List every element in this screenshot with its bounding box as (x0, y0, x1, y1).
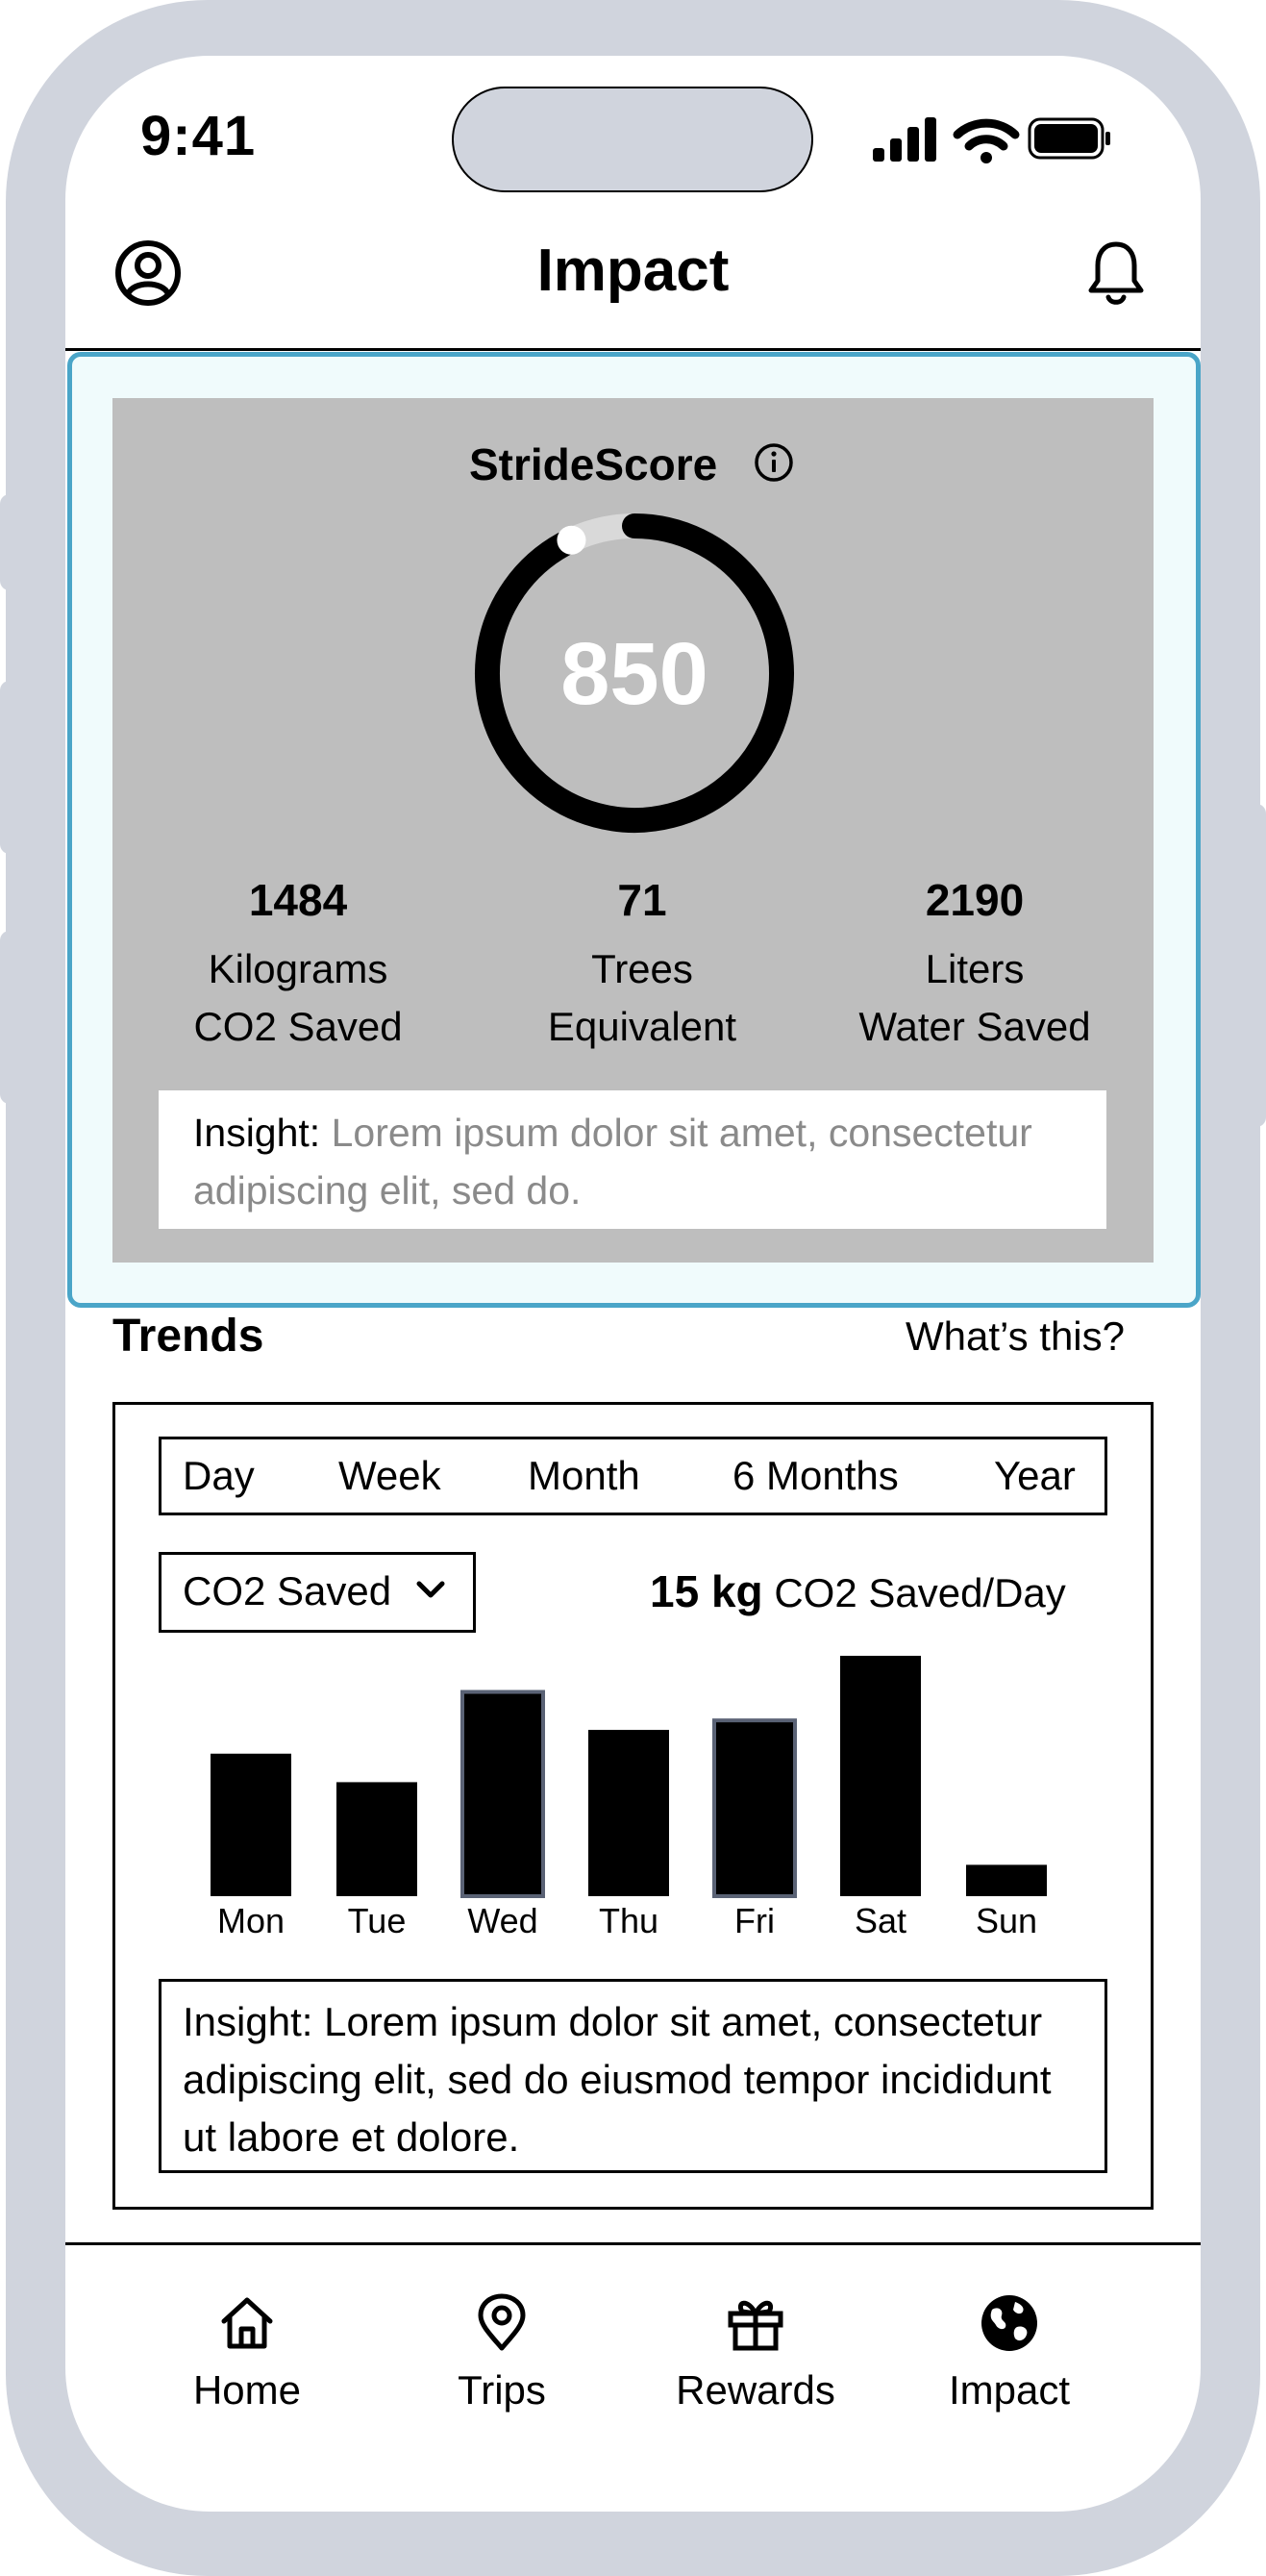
nav-trips[interactable]: Trips (386, 2292, 617, 2413)
nav-rewards-label: Rewards (676, 2367, 835, 2413)
trends-title: Trends (112, 1311, 264, 1362)
trends-panel (112, 1402, 1154, 2210)
bar-sat[interactable] (840, 1656, 921, 1896)
daily-rate: 15 kg CO2 Saved/Day (650, 1565, 1066, 1617)
nav-trips-label: Trips (458, 2367, 546, 2413)
dynamic-island (452, 87, 813, 192)
nav-divider (65, 2242, 1201, 2245)
wifi-icon (953, 118, 1020, 163)
side-button (0, 931, 25, 1104)
battery-icon (1028, 117, 1110, 160)
stat-water-label-2: Water Saved (858, 1004, 1091, 1049)
bar-label-tue: Tue (348, 1901, 407, 1940)
stat-trees: 71 Trees Equivalent (469, 871, 815, 1056)
score-insight-text: Lorem ipsum dolor sit amet, consectetur … (193, 1111, 1032, 1213)
stat-co2: 1484 Kilograms CO2 Saved (125, 871, 471, 1056)
page-title: Impact (536, 238, 730, 304)
bar-sun[interactable] (966, 1864, 1047, 1896)
globe-icon (981, 2295, 1037, 2351)
score-insight-label: Insight: (193, 1111, 321, 1155)
score-ring-knob (557, 525, 586, 555)
bar-fri[interactable] (712, 1718, 797, 1898)
period-month[interactable]: Month (528, 1453, 640, 1498)
period-year[interactable]: Year (994, 1453, 1076, 1498)
bar-mon[interactable] (211, 1753, 291, 1896)
bell-icon[interactable] (1086, 238, 1146, 308)
header-divider (65, 348, 1201, 351)
daily-rate-label: CO2 Saved/Day (774, 1570, 1066, 1615)
stat-water-label-1: Liters (925, 946, 1025, 991)
period-week[interactable]: Week (338, 1453, 441, 1498)
bar-label-thu: Thu (599, 1901, 658, 1940)
stat-trees-value: 71 (617, 875, 667, 925)
stridescore-title: StrideScore (469, 439, 718, 489)
bar-label-sun: Sun (976, 1901, 1037, 1940)
stat-co2-label-1: Kilograms (208, 946, 388, 991)
bar-wed[interactable] (460, 1689, 545, 1898)
bar-tue[interactable] (336, 1782, 417, 1896)
score-ring: 850 (475, 513, 794, 833)
metric-dropdown-value: CO2 Saved (183, 1568, 392, 1613)
info-icon[interactable] (754, 442, 794, 483)
whats-this-link[interactable]: What’s this? (906, 1313, 1125, 1359)
bar-label-wed: Wed (467, 1901, 537, 1940)
stat-trees-label-1: Trees (591, 946, 693, 991)
map-pin-icon (478, 2293, 526, 2351)
trends-insight: Insight: Lorem ipsum dolor sit amet, con… (159, 1979, 1107, 2173)
bar-label-fri: Fri (734, 1901, 775, 1940)
side-button (0, 494, 25, 590)
metric-dropdown[interactable]: CO2 Saved (159, 1552, 476, 1633)
nav-impact-label: Impact (948, 2367, 1071, 2413)
stat-trees-label-2: Equivalent (547, 1004, 737, 1049)
period-day[interactable]: Day (183, 1453, 255, 1498)
daily-rate-value: 15 kg (650, 1566, 763, 1616)
stat-water-value: 2190 (925, 875, 1025, 925)
nav-home[interactable]: Home (132, 2292, 362, 2413)
stat-co2-label-2: CO2 Saved (193, 1004, 403, 1049)
home-icon (221, 2297, 273, 2349)
period-6-months[interactable]: 6 Months (732, 1453, 899, 1498)
side-button (0, 681, 25, 854)
score-insight: Insight: Lorem ipsum dolor sit amet, con… (159, 1090, 1106, 1229)
nav-home-label: Home (192, 2367, 302, 2413)
score-value: 850 (560, 625, 708, 723)
co2-bar-chart: Mon Tue Wed Thu Fri Sat Sun (211, 1656, 1047, 1940)
gift-icon (728, 2300, 783, 2351)
bar-label-sat: Sat (855, 1901, 906, 1940)
signal-icon (873, 117, 936, 162)
bar-label-mon: Mon (217, 1901, 285, 1940)
bar-thu[interactable] (588, 1730, 669, 1896)
side-button (1241, 804, 1266, 1127)
nav-rewards[interactable]: Rewards (640, 2292, 871, 2413)
period-selector: Day Week Month 6 Months Year (159, 1437, 1107, 1515)
nav-impact[interactable]: Impact (894, 2292, 1125, 2413)
chevron-down-icon (416, 1581, 445, 1598)
score-ring-progress (475, 513, 794, 833)
stat-co2-value: 1484 (248, 875, 348, 925)
status-icons (873, 117, 1110, 163)
user-circle-icon[interactable] (113, 238, 183, 308)
stat-water: 2190 Liters Water Saved (802, 871, 1148, 1056)
status-time: 9:41 (140, 105, 257, 167)
